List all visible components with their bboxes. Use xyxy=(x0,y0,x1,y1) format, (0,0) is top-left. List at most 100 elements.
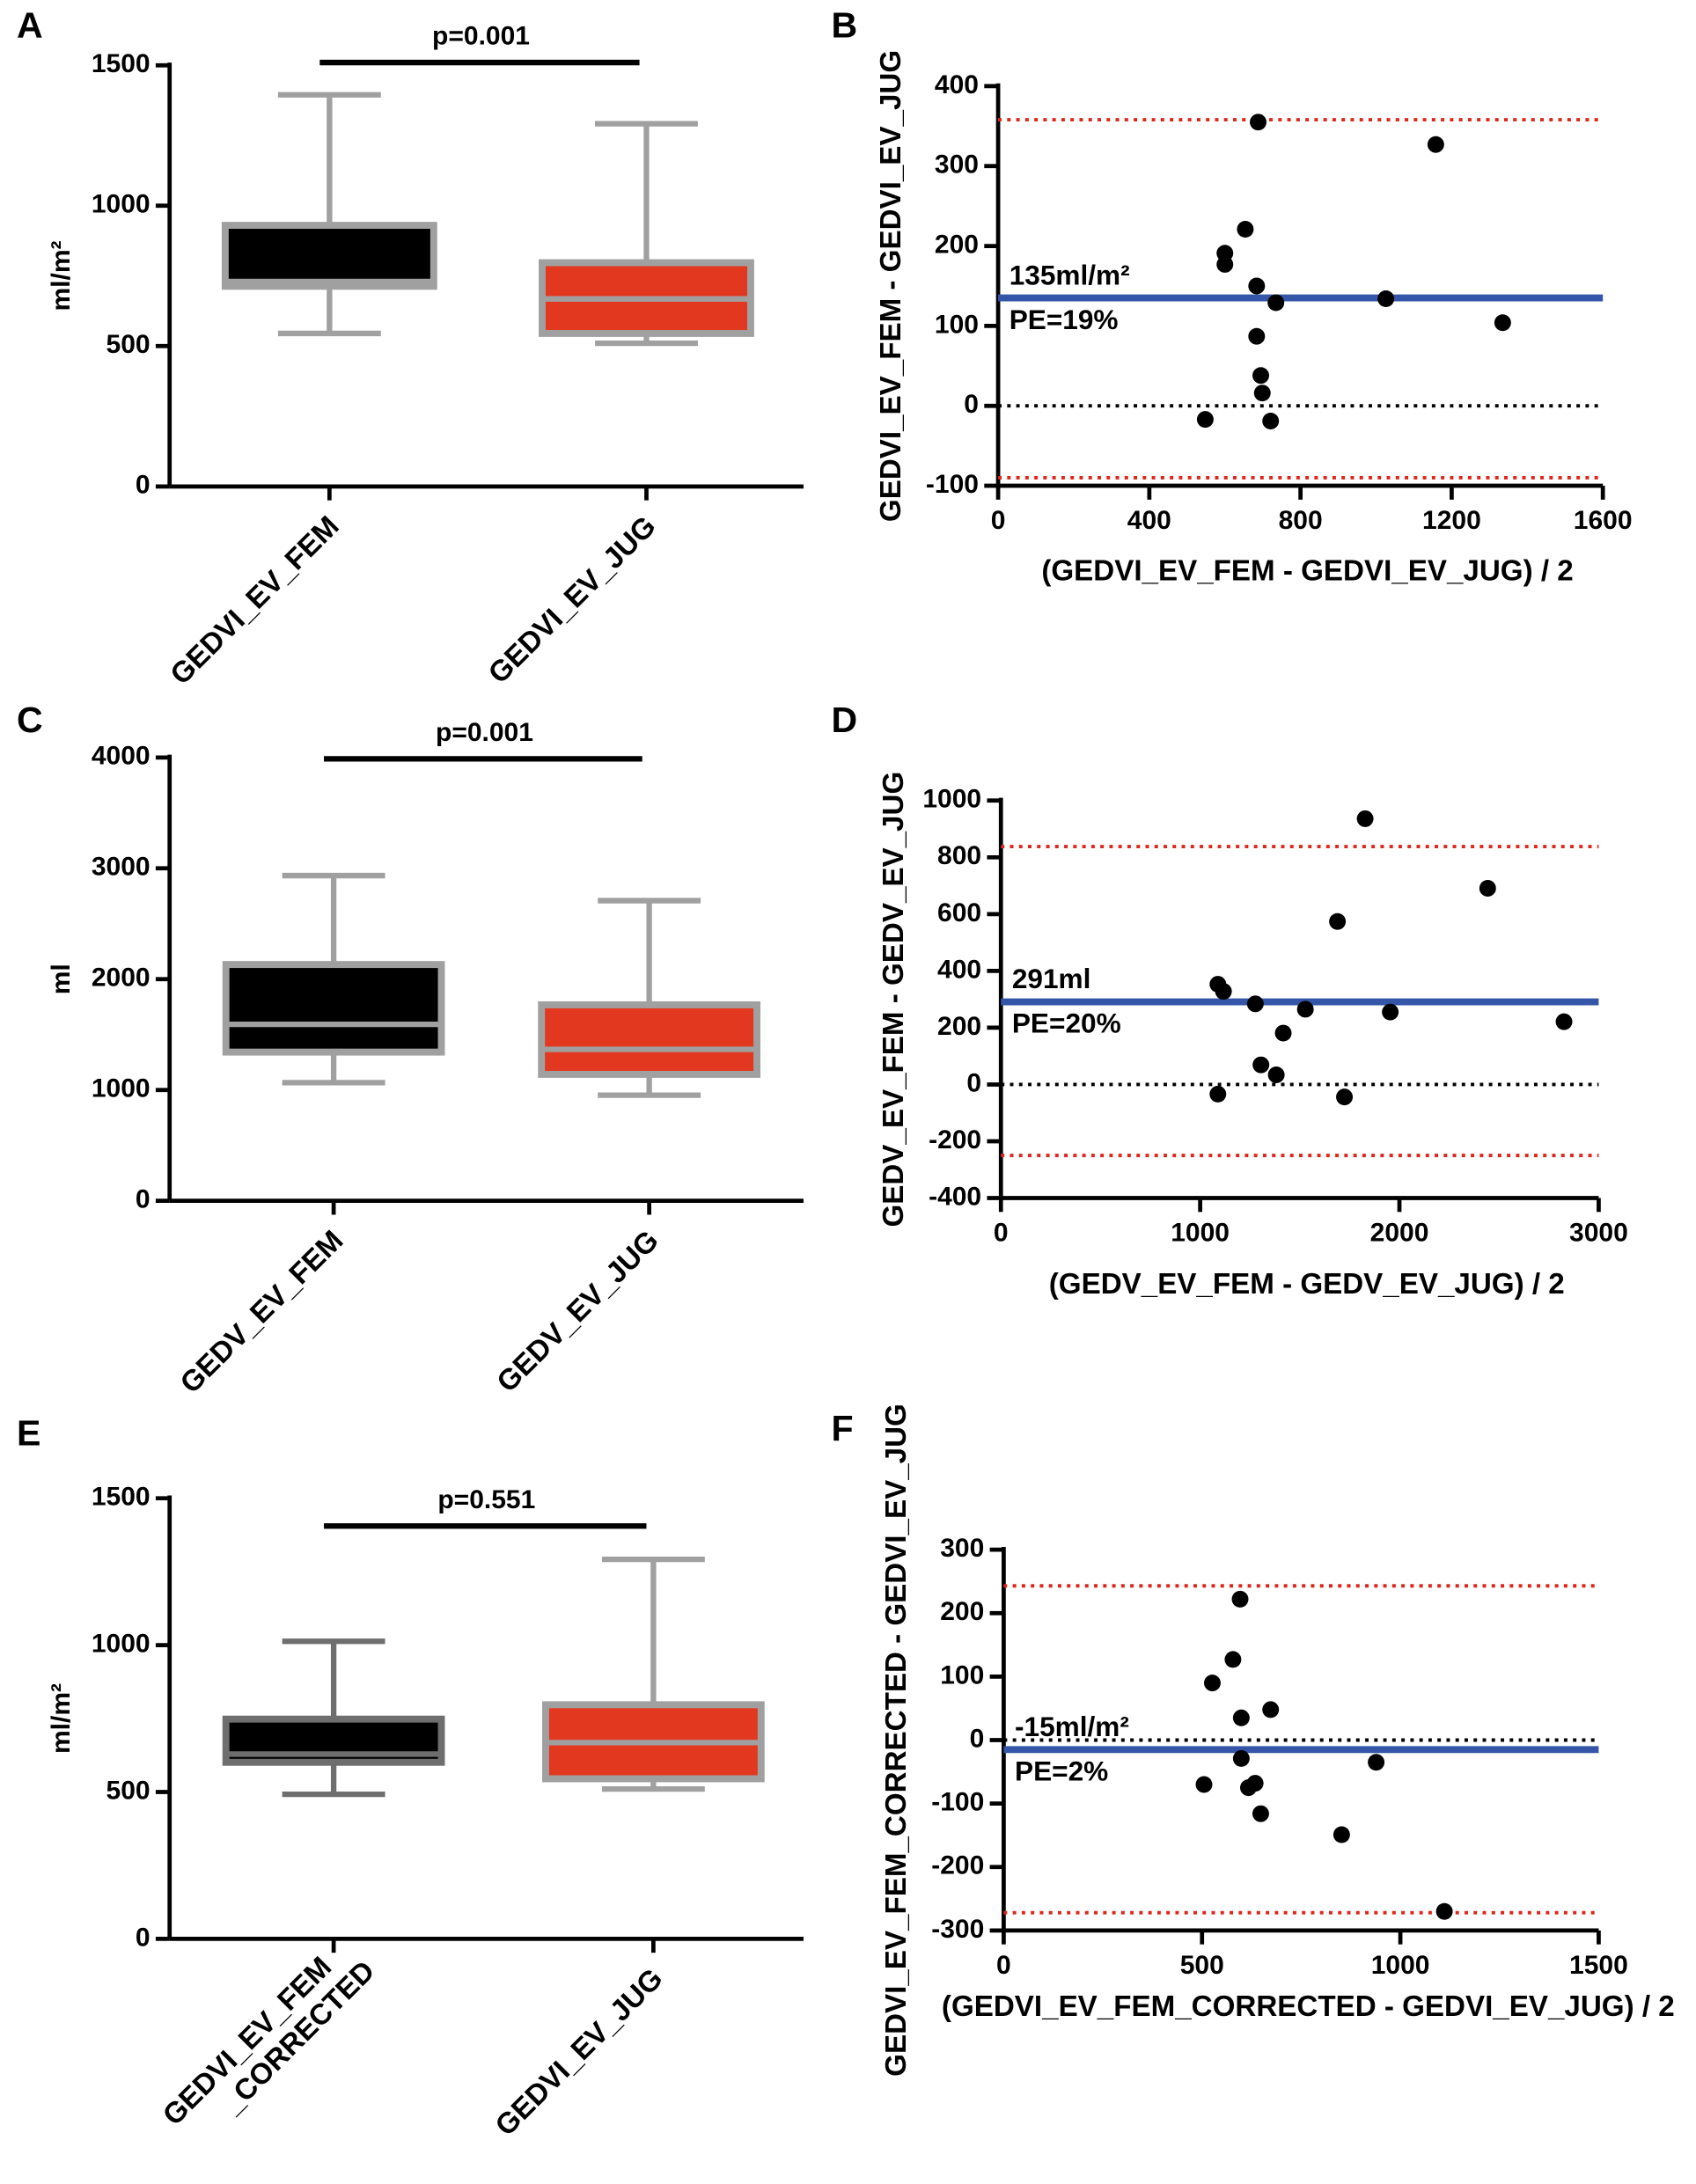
y-tick-label: 0 xyxy=(136,471,151,500)
x-tick-label: GEDV_EV_FEM xyxy=(174,1224,349,1399)
y-axis-label: ml/m² xyxy=(47,241,76,311)
point xyxy=(1232,1709,1250,1726)
point xyxy=(1231,1590,1249,1608)
y-tick-label: 100 xyxy=(935,310,979,339)
x-tick-label: 0 xyxy=(991,506,1006,535)
y-tick-label: 0 xyxy=(136,1923,151,1952)
y-tick-label: 4000 xyxy=(92,742,151,771)
y-tick-label: 800 xyxy=(937,841,981,870)
x-tick-label: GEDVI_EV_FEM xyxy=(165,510,346,692)
x-axis-label: (GEDVI_EV_FEM_CORRECTED - GEDVI_EV_JUG) … xyxy=(942,1990,1675,2023)
y-axis-label: ml xyxy=(47,964,76,994)
point xyxy=(1262,412,1280,429)
point xyxy=(1248,327,1266,345)
panel-label: D xyxy=(832,700,858,740)
y-tick-label: 1000 xyxy=(92,190,151,219)
point xyxy=(1252,367,1270,385)
y-tick-label: 500 xyxy=(106,330,151,359)
x-tick-label: GEDV_EV_JUG xyxy=(491,1224,665,1398)
point xyxy=(1479,880,1496,897)
y-tick-label: -100 xyxy=(926,470,979,499)
y-tick-label: 400 xyxy=(937,955,981,984)
point xyxy=(1494,314,1511,332)
y-tick-label: 3000 xyxy=(92,853,151,882)
box xyxy=(538,1001,760,1078)
x-tick-label: 1500 xyxy=(1569,1951,1628,1980)
y-tick-label: 2000 xyxy=(92,964,151,993)
box xyxy=(221,222,437,290)
bias-label: 135ml/m² xyxy=(1010,259,1130,290)
x-axis-label: (GEDV_EV_FEM - GEDV_EV_JUG) / 2 xyxy=(1049,1268,1565,1301)
pe-label: PE=19% xyxy=(1010,304,1119,335)
y-tick-label: 400 xyxy=(935,70,979,99)
x-tick-label: 1200 xyxy=(1422,506,1481,535)
x-tick-label: 2000 xyxy=(1370,1219,1429,1248)
y-tick-label: 300 xyxy=(935,150,979,180)
point xyxy=(1333,1826,1350,1843)
point xyxy=(1329,912,1347,930)
point xyxy=(1232,1749,1250,1767)
point xyxy=(1382,1003,1399,1021)
point xyxy=(1224,1651,1242,1668)
y-tick-label: 300 xyxy=(940,1534,984,1563)
x-tick-label: GEDVI_EV_FEM_CORRECTED xyxy=(157,1931,381,2155)
bias-label: 291ml xyxy=(1012,963,1091,994)
point xyxy=(1246,1775,1264,1792)
point xyxy=(1427,136,1444,153)
y-tick-label: -100 xyxy=(931,1788,984,1817)
point xyxy=(1250,114,1267,131)
y-axis-label: GEDV_EV_FEM - GEDV_EV_JUG xyxy=(877,772,910,1228)
box xyxy=(222,961,445,1056)
y-tick-label: -300 xyxy=(931,1915,984,1944)
p-value: p=0.551 xyxy=(437,1485,535,1514)
panel-label: F xyxy=(832,1409,854,1449)
p-value: p=0.001 xyxy=(436,718,533,747)
y-axis-label: GEDVI_EV_FEM - GEDVI_EV_JUG xyxy=(875,50,907,522)
point xyxy=(1368,1754,1385,1771)
point xyxy=(1252,1056,1270,1074)
y-tick-label: 200 xyxy=(937,1012,981,1041)
y-tick-label: 1000 xyxy=(922,785,981,814)
point xyxy=(1215,983,1232,1000)
x-tick-label: 3000 xyxy=(1569,1219,1628,1248)
y-tick-label: 200 xyxy=(940,1597,984,1626)
x-tick-label: 1600 xyxy=(1574,506,1633,535)
y-tick-label: 1500 xyxy=(92,1483,151,1512)
point xyxy=(1274,1024,1292,1042)
panel-label: A xyxy=(17,4,43,45)
p-value: p=0.001 xyxy=(432,22,530,51)
y-tick-label: -200 xyxy=(931,1851,984,1880)
point xyxy=(1435,1902,1453,1920)
point xyxy=(1196,411,1214,429)
y-axis-label: GEDVI_EV_FEM_CORRECTED - GEDVI_EV_JUG xyxy=(880,1403,913,2077)
point xyxy=(1246,995,1264,1013)
x-tick-label: 0 xyxy=(994,1219,1009,1248)
y-tick-label: 0 xyxy=(136,1185,151,1214)
point xyxy=(1267,294,1285,311)
point xyxy=(1209,1085,1227,1103)
y-tick-label: 100 xyxy=(940,1660,984,1689)
point xyxy=(1336,1088,1354,1106)
pe-label: PE=2% xyxy=(1015,1755,1108,1787)
y-tick-label: 0 xyxy=(966,1068,981,1097)
point xyxy=(1267,1066,1285,1083)
pe-label: PE=20% xyxy=(1012,1008,1121,1039)
x-tick-label: 400 xyxy=(1127,506,1171,535)
x-tick-label: GEDVI_EV_JUG xyxy=(489,1962,670,2143)
point xyxy=(1203,1675,1221,1692)
y-tick-label: -400 xyxy=(929,1182,981,1211)
panel-label: E xyxy=(17,1412,40,1453)
panel-label: C xyxy=(17,700,43,740)
y-tick-label: 600 xyxy=(937,898,981,927)
x-tick-label: 800 xyxy=(1279,506,1323,535)
point xyxy=(1262,1701,1280,1719)
point xyxy=(1248,277,1266,295)
y-tick-label: 500 xyxy=(106,1776,151,1805)
panel-label: B xyxy=(832,4,858,45)
x-tick-label: 1000 xyxy=(1371,1951,1430,1980)
point xyxy=(1296,1000,1314,1018)
point xyxy=(1237,221,1254,238)
point xyxy=(1356,810,1374,827)
